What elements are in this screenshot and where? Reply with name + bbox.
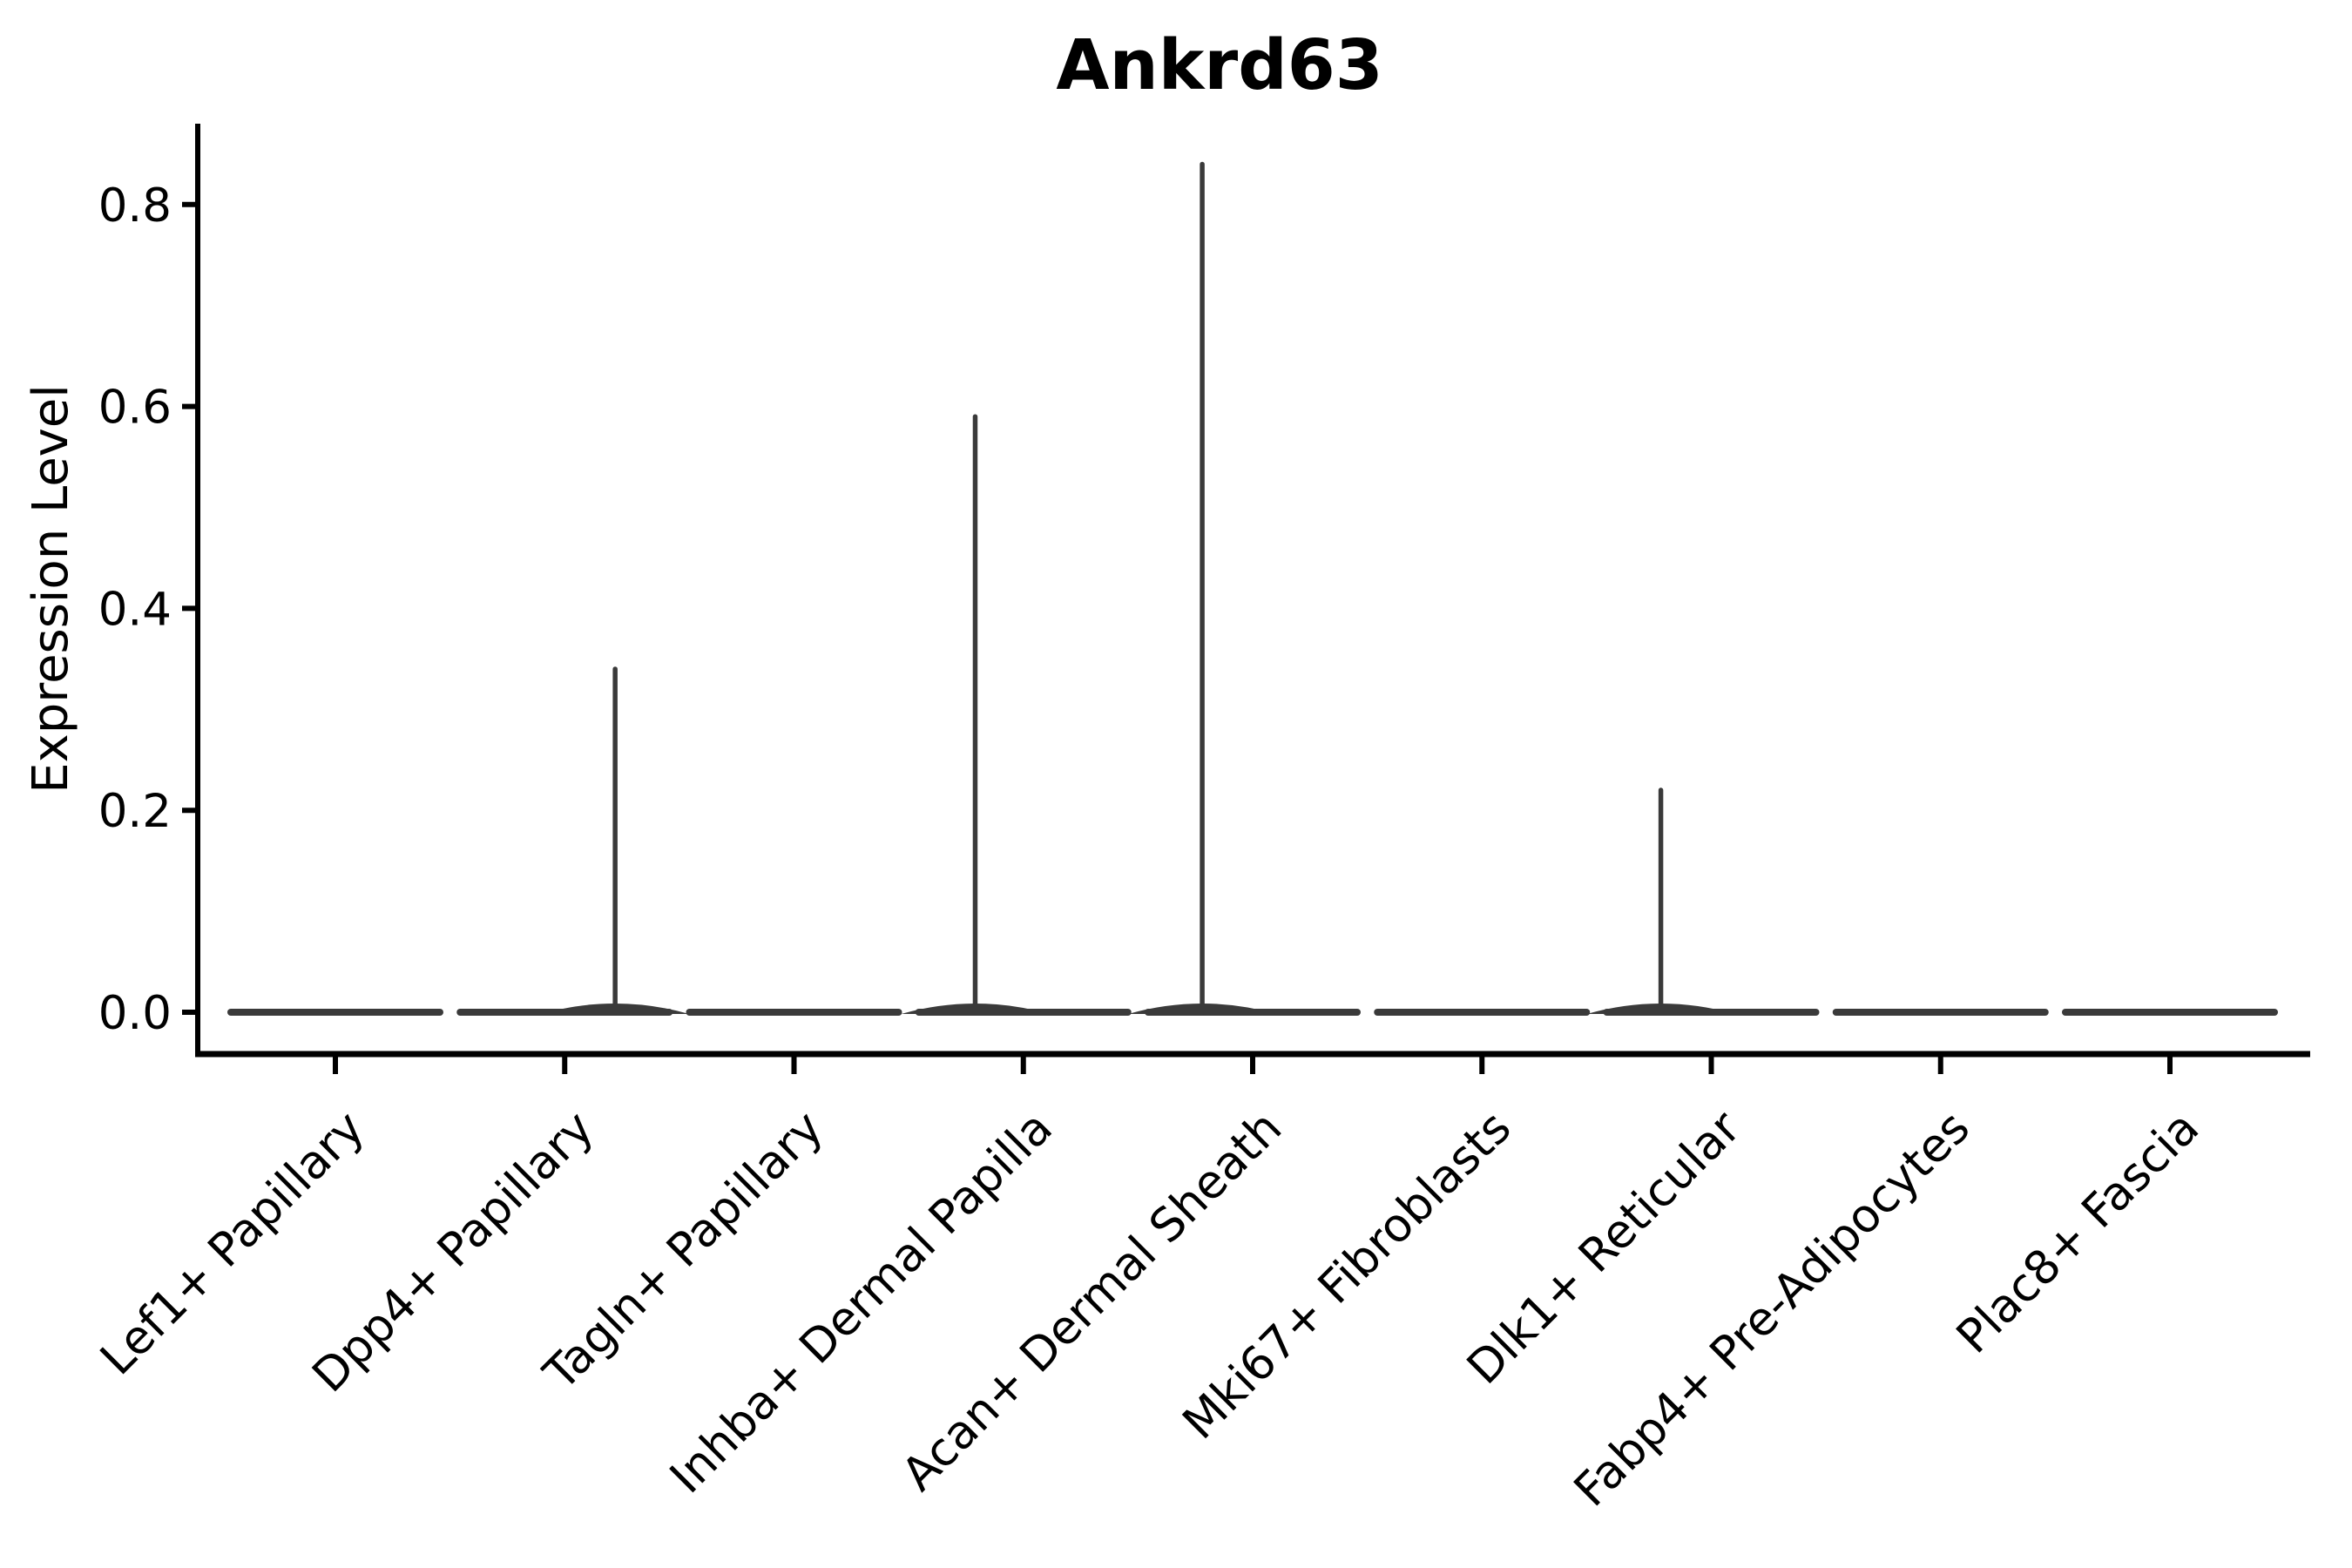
x-tick-label: Inhba+ Dermal Papilla (660, 1101, 1063, 1504)
y-tick-label: 0.0 (98, 987, 172, 1040)
y-tick-label: 0.8 (98, 179, 172, 233)
y-tick-label: 0.2 (98, 785, 172, 838)
x-tick-label: Acan+ Dermal Sheath (892, 1101, 1292, 1501)
y-tick-label: 0.4 (98, 583, 172, 636)
x-tick-label: Plac8+ Fascia (1947, 1101, 2209, 1363)
chart-title: Ankrd63 (1056, 25, 1382, 105)
y-tick-label: 0.6 (98, 382, 172, 435)
x-tick-label: Fabp4+ Pre-Adipocytes (1565, 1101, 1980, 1517)
y-axis-label: Expression Level (23, 384, 79, 794)
